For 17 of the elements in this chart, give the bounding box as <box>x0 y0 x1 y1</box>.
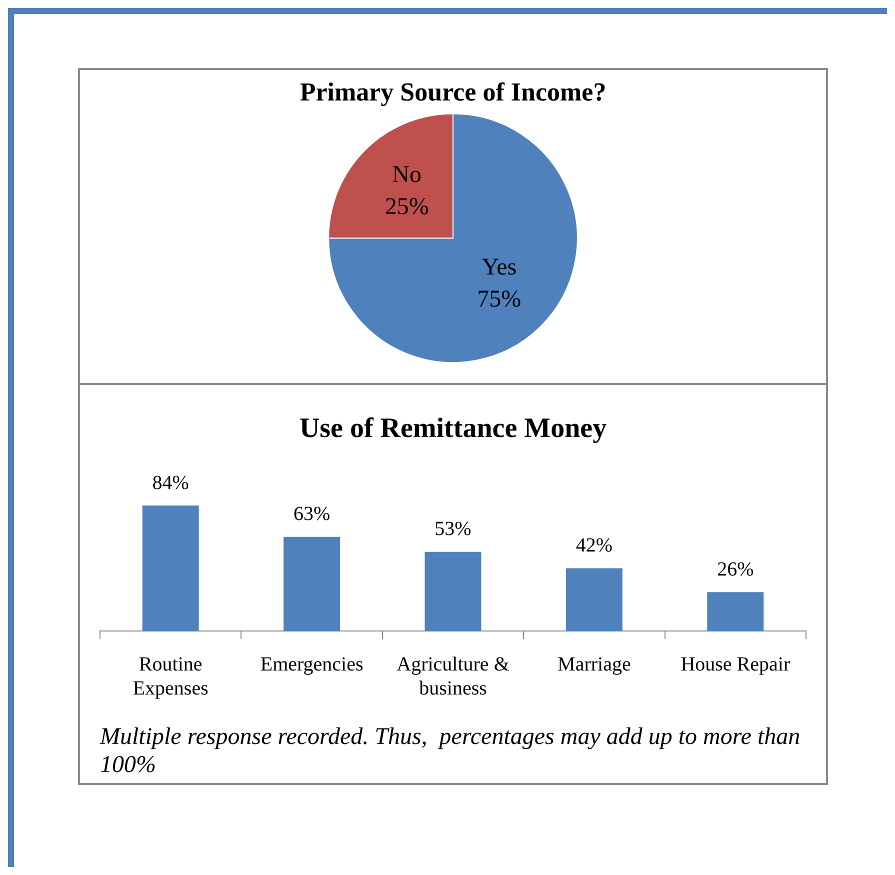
text: Multiple response recorded. Thus, percentages may add up to more than 100% <box>98 723 802 780</box>
x-tick-label: Marriage <box>558 653 631 676</box>
data-label: 42% <box>576 534 613 557</box>
slice-label: Yes <box>482 254 517 281</box>
x-tick-label: Agriculture & business <box>396 653 510 700</box>
data-label: 26% <box>717 558 754 580</box>
data-label: 84% <box>152 472 189 494</box>
x-tick-label: Emergencies <box>260 653 364 676</box>
data-label: 25% <box>384 194 429 220</box>
data-label: 75% <box>477 286 522 313</box>
x-tick-label: House Repair <box>680 653 790 676</box>
chart-title: Primary Source of Income? <box>300 77 606 106</box>
data-label: 63% <box>293 503 330 526</box>
data-label: 53% <box>434 518 472 540</box>
slice-label: No <box>392 162 422 188</box>
x-tick-label: Routine Expenses <box>132 653 209 700</box>
chart-title: Use of Remittance Money <box>299 413 607 444</box>
